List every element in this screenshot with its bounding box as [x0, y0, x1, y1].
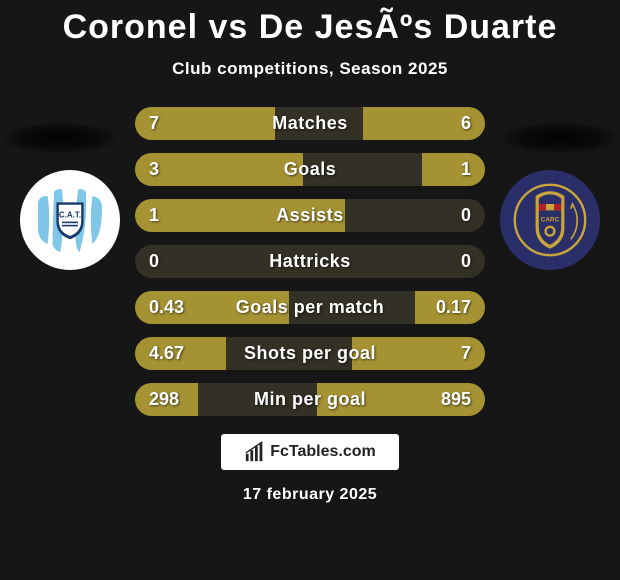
stat-label: Assists	[135, 199, 485, 232]
stat-row: Goals per match0.430.17	[135, 291, 485, 324]
stat-value-right: 0.17	[422, 291, 485, 324]
stats-list: Matches76Goals31Assists10Hattricks00Goal…	[135, 107, 485, 416]
stat-row: Shots per goal4.677	[135, 337, 485, 370]
stat-value-right: 0	[447, 245, 485, 278]
club-badge-right: CARC	[500, 170, 600, 270]
stat-label: Goals	[135, 153, 485, 186]
svg-text:C.A.T.: C.A.T.	[59, 211, 81, 220]
shadow-left	[0, 122, 120, 154]
stat-value-left: 0	[135, 245, 173, 278]
stat-value-right: 895	[427, 383, 485, 416]
stat-value-left: 298	[135, 383, 193, 416]
stat-value-left: 3	[135, 153, 173, 186]
fctables-logo: FcTables.com	[221, 434, 399, 470]
shadow-right	[500, 122, 620, 154]
stat-value-left: 7	[135, 107, 173, 140]
club-badge-right-icon: CARC	[510, 180, 590, 260]
stat-value-right: 6	[447, 107, 485, 140]
stat-row: Goals3 1	[135, 153, 485, 186]
stat-value-right: 0	[447, 199, 485, 232]
svg-text:CARC: CARC	[541, 217, 560, 224]
footer-date: 17 february 2025	[0, 486, 620, 504]
stat-row: Assists1 0	[135, 199, 485, 232]
club-badge-left: C.A.T.	[20, 170, 120, 270]
comparison-card: Coronel vs De JesÃºs Duarte Club competi…	[0, 0, 620, 580]
stat-value-right: 7	[447, 337, 485, 370]
stat-value-left: 1	[135, 199, 173, 232]
stat-row: Min per goal298895	[135, 383, 485, 416]
stat-label: Matches	[135, 107, 485, 140]
stat-row: Matches7 6	[135, 107, 485, 140]
stat-value-right: 1	[447, 153, 485, 186]
club-badge-left-icon: C.A.T.	[30, 180, 110, 260]
stat-label: Hattricks	[135, 245, 485, 278]
fctables-logo-icon	[244, 441, 266, 463]
stat-value-left: 0.43	[135, 291, 198, 324]
page-subtitle: Club competitions, Season 2025	[0, 59, 620, 79]
fctables-logo-text: FcTables.com	[270, 443, 376, 461]
stat-value-left: 4.67	[135, 337, 198, 370]
stat-row: Hattricks0 0	[135, 245, 485, 278]
page-title: Coronel vs De JesÃºs Duarte	[0, 8, 620, 47]
